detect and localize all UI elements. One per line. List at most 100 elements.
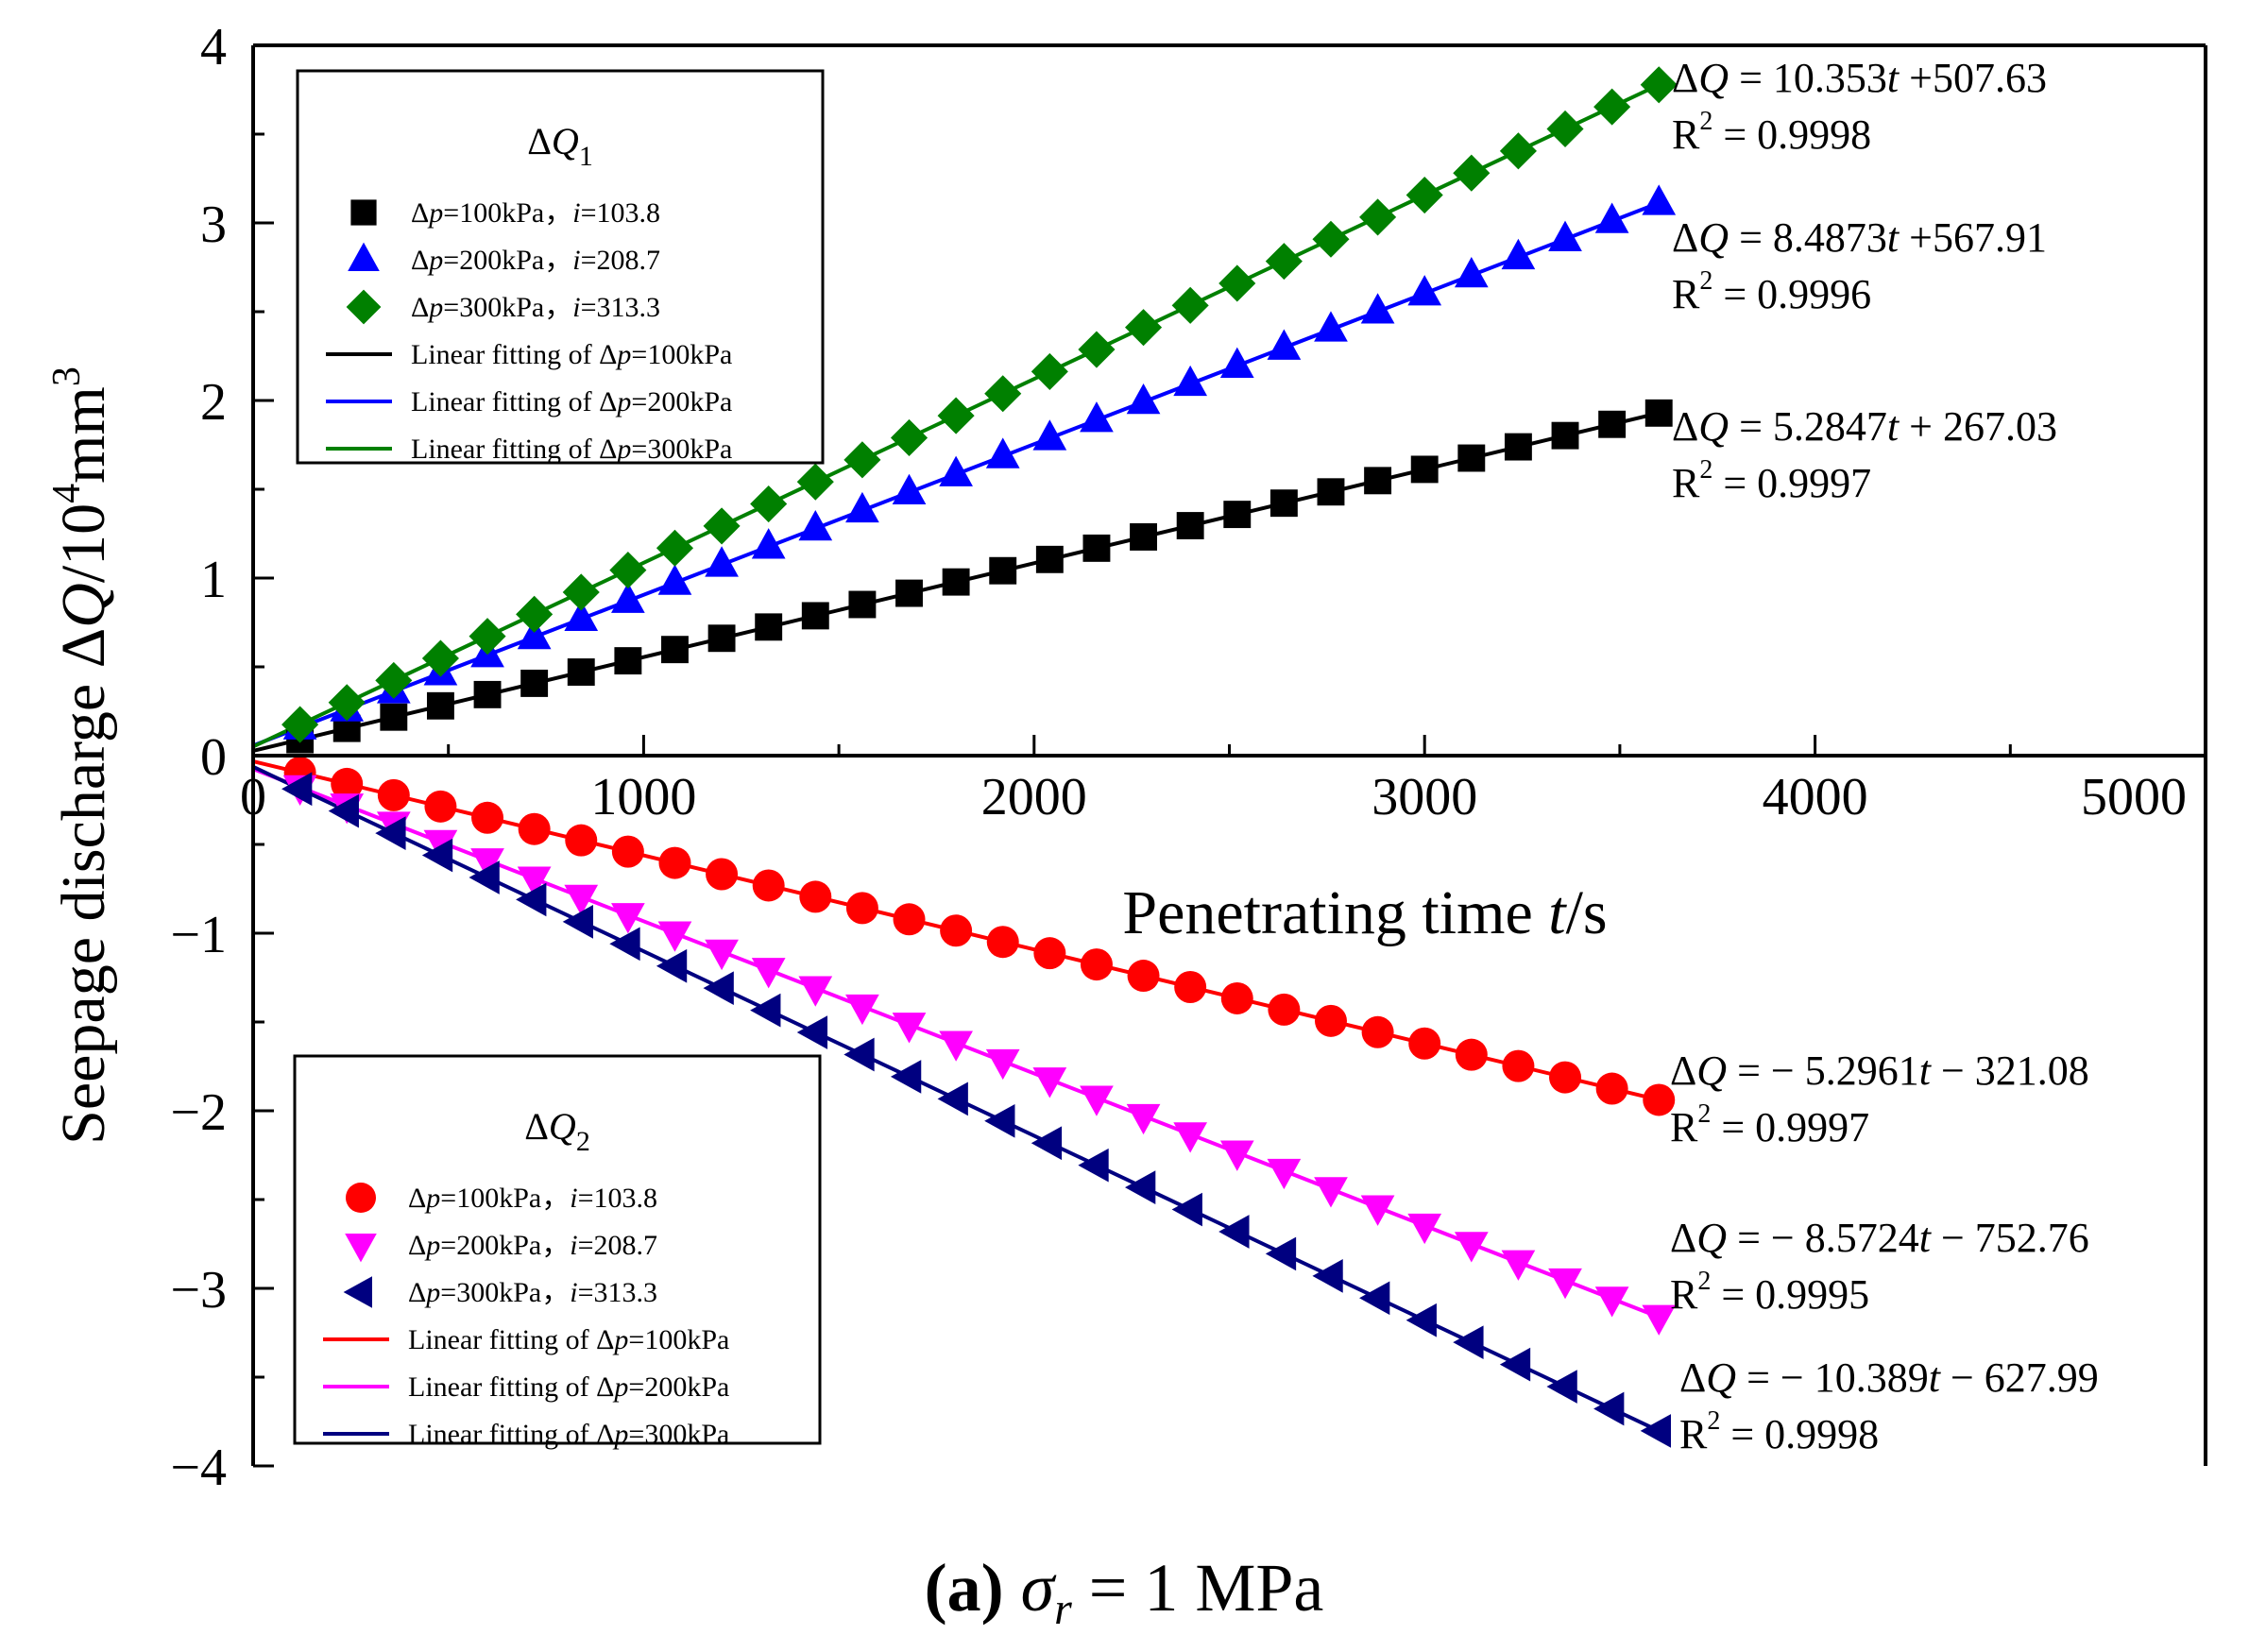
legend-label-part: Linear fitting of [408, 1419, 596, 1450]
data-point-dq1_300 [1312, 220, 1350, 258]
data-point-dq2_300 [1171, 1192, 1202, 1227]
legend-marker-dq1_200 [348, 242, 380, 271]
data-point-dq1_100 [989, 556, 1017, 585]
data-point-dq2_100 [1408, 1027, 1441, 1060]
data-point-dq2_100 [1033, 937, 1066, 970]
r-squared-dq2_100: R2 = 0.9997 [1670, 1099, 1869, 1150]
data-point-dq2_100 [331, 767, 364, 800]
legend-label-var: i [572, 245, 580, 276]
legend-dq2-title: ΔQ2 [524, 1105, 590, 1157]
legend-label-part: =100kPa [628, 1324, 729, 1355]
y-axis-title: Seepage discharge ΔQ/104mm3 [45, 366, 118, 1145]
data-point-dq1_300 [1125, 309, 1163, 347]
legend-marker-dq2_300 [343, 1276, 372, 1308]
equation-part: = 8.4873 [1729, 214, 1887, 261]
data-point-dq2_100 [518, 812, 551, 845]
data-point-dq2_300 [1406, 1303, 1437, 1337]
data-point-dq2_100 [565, 824, 598, 857]
data-point-dq1_200 [1314, 311, 1348, 342]
equation-var: t [1887, 214, 1900, 261]
legend-marker-dq1_300 [346, 289, 382, 325]
equation-dq1_200: ΔQ = 8.4873t +567.91 [1672, 214, 2047, 261]
legend-marker-dq2_200 [345, 1234, 377, 1263]
x-tick-label: 4000 [1763, 768, 1868, 826]
caption-value: = 1 MPa [1072, 1550, 1324, 1626]
data-point-dq2_200 [1548, 1268, 1582, 1300]
data-point-dq2_300 [796, 1015, 828, 1049]
y-tick-label: −1 [170, 906, 227, 964]
data-point-dq2_100 [1268, 993, 1301, 1026]
equation-part: Δ [1672, 55, 1698, 101]
equation-var: t [1929, 1354, 1942, 1401]
legend-title-var: Q [552, 120, 579, 162]
legend-label-dq2_100: Linear fitting of Δp=100kPa [408, 1324, 729, 1355]
data-point-dq1_100 [1176, 512, 1204, 539]
legend-label-dq2_200: Linear fitting of Δp=200kPa [408, 1371, 729, 1403]
equation-part: − 321.08 [1931, 1047, 2089, 1094]
data-point-dq2_100 [1127, 960, 1160, 993]
legend-label-part: Δ [596, 1324, 614, 1355]
data-point-dq1_300 [375, 661, 413, 699]
legend-label-part: Linear fitting of [411, 434, 599, 465]
data-point-dq1_300 [937, 397, 975, 434]
data-point-dq2_200 [1594, 1286, 1629, 1318]
data-point-dq2_300 [469, 860, 500, 894]
equation-var: t [1919, 1047, 1933, 1094]
legend-label-dq1_300: Linear fitting of Δp=300kPa [411, 434, 732, 465]
legend-dq2: ΔQ2Δp=100kPa，i=103.8Δp=200kPa，i=208.7Δp=… [293, 1054, 822, 1450]
data-point-dq1_100 [1223, 501, 1252, 529]
data-point-dq1_100 [801, 602, 829, 630]
data-point-dq1_200 [1080, 401, 1114, 433]
legend-label-part: Linear fitting of [411, 339, 599, 370]
equation-part: = − 5.2961 [1727, 1047, 1919, 1094]
r-squared-symbol: R [1670, 1104, 1698, 1150]
data-point-dq2_200 [1080, 1085, 1114, 1116]
data-point-dq2_300 [328, 793, 359, 828]
equation-part: Δ [1670, 1047, 1696, 1094]
legends-layer: ΔQ1Δp=100kPa，i=103.8Δp=200kPa，i=208.7Δp=… [293, 69, 825, 1450]
legend-label-var: i [572, 197, 580, 229]
data-point-dq1_100 [1598, 410, 1627, 438]
legend-label-part: =300kPa [631, 434, 732, 465]
data-point-dq1_300 [516, 595, 554, 633]
equation-dq2_200: ΔQ = − 8.5724t − 752.76 [1670, 1215, 2089, 1261]
equation-part: = − 10.389 [1736, 1354, 1929, 1401]
y-axis-title-part: mm [49, 386, 118, 484]
data-point-dq2_200 [1360, 1195, 1395, 1226]
data-point-dq2_100 [799, 880, 832, 913]
r-squared-value: = 0.9998 [1712, 111, 1871, 158]
data-point-dq2_200 [1454, 1232, 1489, 1263]
legend-label-part: Δ [599, 434, 617, 465]
data-point-dq1_100 [661, 636, 689, 664]
data-point-dq1_300 [1453, 154, 1491, 192]
legend-label-var: p [427, 292, 443, 323]
equation-var: Q [1698, 403, 1729, 450]
data-point-dq1_100 [614, 647, 642, 675]
caption-space [1004, 1550, 1021, 1626]
data-point-dq2_300 [1453, 1325, 1484, 1360]
data-point-dq2_100 [377, 778, 410, 811]
data-point-dq2_200 [1314, 1177, 1348, 1208]
data-point-dq2_200 [1407, 1213, 1442, 1245]
equation-part: = 10.353 [1729, 55, 1887, 101]
legend-label-part: Δ [408, 1277, 426, 1308]
data-point-dq1_300 [1546, 110, 1584, 148]
legend-label-part: Δ [599, 339, 617, 370]
y-tick-label: −3 [170, 1261, 227, 1320]
r-squared-dq2_200: R2 = 0.9995 [1670, 1267, 1869, 1318]
x-tick-label: 5000 [2081, 768, 2187, 826]
caption-sigma: σ [1021, 1550, 1057, 1626]
equation-part: Δ [1679, 1354, 1706, 1401]
legend-dq1-title: ΔQ1 [527, 120, 593, 172]
data-point-dq1_100 [1364, 467, 1392, 495]
legend-label-var: p [424, 1277, 440, 1308]
data-point-dq2_300 [281, 772, 313, 807]
caption-sub: r [1054, 1584, 1072, 1634]
legend-label-part: 208.7 [596, 245, 660, 276]
legend-label-var: p [615, 339, 631, 370]
data-point-dq2_300 [375, 816, 406, 850]
legend-label-var: i [572, 292, 580, 323]
data-point-dq2_200 [1219, 1140, 1254, 1171]
data-point-dq2_200 [611, 903, 645, 934]
